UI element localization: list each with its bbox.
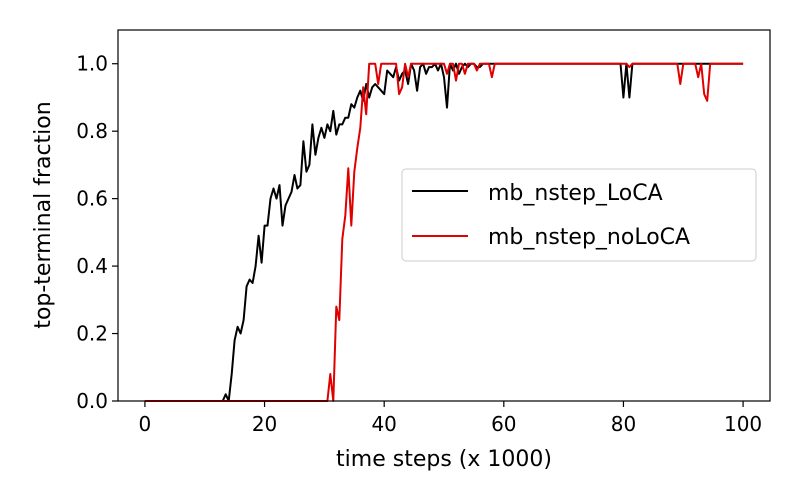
x-tick-label: 40: [371, 412, 396, 436]
x-tick-label: 0: [139, 412, 152, 436]
x-axis-label: time steps (x 1000): [336, 447, 552, 472]
y-tick-label: 0.0: [76, 389, 108, 413]
legend-label-noloca: mb_nstep_noLoCA: [488, 225, 690, 250]
y-tick-label: 0.6: [76, 187, 108, 211]
y-tick-label: 0.4: [76, 254, 108, 278]
x-tick-label: 80: [611, 412, 636, 436]
y-axis-label: top-terminal fraction: [31, 101, 56, 328]
y-tick-label: 0.8: [76, 119, 108, 143]
series-layer: [144, 62, 744, 402]
x-tick-label: 60: [491, 412, 516, 436]
x-tick-label: 20: [252, 412, 277, 436]
y-tick-label: 1.0: [76, 52, 108, 76]
y-tick-label: 0.2: [76, 322, 108, 346]
plot-frame: [117, 29, 771, 402]
series-line-1: [144, 62, 744, 402]
legend: mb_nstep_LoCA mb_nstep_noLoCA: [401, 168, 757, 262]
legend-box: [401, 168, 757, 262]
legend-label-loca: mb_nstep_LoCA: [488, 181, 663, 206]
x-tick-label: 100: [724, 412, 762, 436]
y-axis-ticks: 0.0 0.2 0.4 0.6 0.8 1.0: [76, 52, 118, 413]
x-axis-ticks: 0 20 40 60 80 100: [139, 401, 762, 436]
